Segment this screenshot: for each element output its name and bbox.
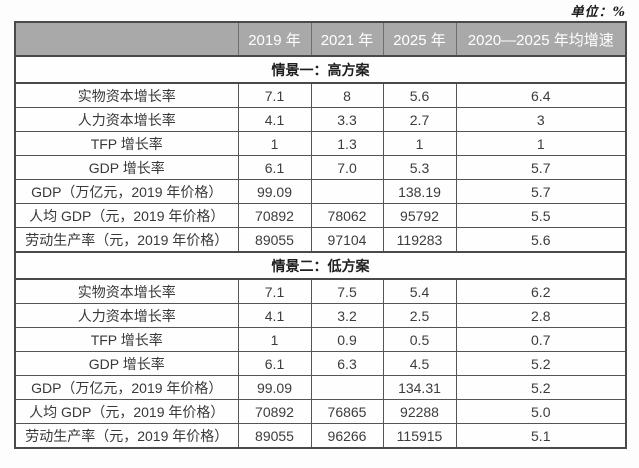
- scenario-comparison-table: 2019 年 2021 年 2025 年 2020—2025 年均增速 情景一：…: [14, 21, 627, 449]
- row-label: 人均 GDP（元，2019 年价格）: [14, 399, 239, 424]
- cell-avg: 5.7: [455, 155, 627, 180]
- row-label: GDP 增长率: [14, 155, 239, 180]
- cell-2025: 134.31: [382, 375, 457, 400]
- section-header-row-scenario1: 情景一：高方案: [14, 55, 627, 84]
- cell-2021: 97104: [310, 227, 384, 253]
- cell-avg: 5.7: [455, 179, 627, 204]
- cell-2025: 2.7: [382, 107, 457, 132]
- cell-avg: 5.2: [455, 351, 627, 376]
- cell-2025: 115915: [382, 423, 457, 449]
- row-label: 劳动生产率（元，2019 年价格）: [14, 423, 239, 449]
- cell-2021: 3.2: [310, 303, 384, 328]
- cell-2025: 95792: [382, 203, 457, 228]
- table-row: TFP 增长率 1 1.3 1 1: [14, 131, 627, 156]
- cell-2021: [310, 179, 384, 204]
- cell-2021: 1.3: [310, 131, 384, 156]
- cell-avg: 5.5: [455, 203, 627, 228]
- cell-2021: 7.5: [310, 278, 384, 304]
- cell-2019: 4.1: [237, 107, 312, 132]
- cell-2021: 6.3: [310, 351, 384, 376]
- cell-avg: 5.0: [455, 399, 627, 424]
- row-label: GDP 增长率: [14, 351, 239, 376]
- cell-2021: [310, 375, 384, 400]
- cell-2025: 119283: [382, 227, 457, 253]
- row-label: TFP 增长率: [14, 327, 239, 352]
- header-cell-2021: 2021 年: [310, 21, 384, 57]
- table-row: 劳动生产率（元，2019 年价格） 89055 96266 115915 5.1: [14, 423, 627, 449]
- unit-label: 单位：%: [570, 5, 626, 20]
- cell-avg: 5.2: [455, 375, 627, 400]
- cell-2025: 138.19: [382, 179, 457, 204]
- table-row: GDP（万亿元，2019 年价格） 99.09 134.31 5.2: [14, 375, 627, 400]
- row-label: 人力资本增长率: [14, 107, 239, 132]
- table-row: TFP 增长率 1 0.9 0.5 0.7: [14, 327, 627, 352]
- cell-2019: 89055: [237, 423, 312, 449]
- table-row: GDP（万亿元，2019 年价格） 99.09 138.19 5.7: [14, 179, 627, 204]
- section-header-row-scenario2: 情景二：低方案: [14, 251, 627, 280]
- cell-2019: 89055: [237, 227, 312, 253]
- cell-2019: 1: [237, 327, 312, 352]
- cell-2021: 76865: [310, 399, 384, 424]
- row-label: 实物资本增长率: [14, 278, 239, 304]
- section-title: 情景二：低方案: [14, 251, 627, 280]
- cell-2025: 5.4: [382, 278, 457, 304]
- cell-avg: 0.7: [455, 327, 627, 352]
- cell-2021: 3.3: [310, 107, 384, 132]
- table-row: 实物资本增长率 7.1 7.5 5.4 6.2: [14, 278, 627, 304]
- cell-2021: 8: [310, 82, 384, 108]
- cell-avg: 6.4: [455, 82, 627, 108]
- table-row: 人力资本增长率 4.1 3.3 2.7 3: [14, 107, 627, 132]
- cell-avg: 6.2: [455, 278, 627, 304]
- cell-2019: 7.1: [237, 82, 312, 108]
- cell-2019: 70892: [237, 399, 312, 424]
- cell-2021: 0.9: [310, 327, 384, 352]
- cell-2025: 5.6: [382, 82, 457, 108]
- cell-2025: 2.5: [382, 303, 457, 328]
- section-title: 情景一：高方案: [14, 55, 627, 84]
- cell-2025: 1: [382, 131, 457, 156]
- table-row: 人均 GDP（元，2019 年价格） 70892 78062 95792 5.5: [14, 203, 627, 228]
- cell-2021: 96266: [310, 423, 384, 449]
- row-label: GDP（万亿元，2019 年价格）: [14, 375, 239, 400]
- table-header-row: 2019 年 2021 年 2025 年 2020—2025 年均增速: [14, 21, 627, 57]
- cell-2019: 99.09: [237, 375, 312, 400]
- cell-2019: 6.1: [237, 351, 312, 376]
- row-label: GDP（万亿元，2019 年价格）: [14, 179, 239, 204]
- cell-2025: 4.5: [382, 351, 457, 376]
- cell-2019: 1: [237, 131, 312, 156]
- cell-avg: 1: [455, 131, 627, 156]
- table-row: 人均 GDP（元，2019 年价格） 70892 76865 92288 5.0: [14, 399, 627, 424]
- cell-2025: 92288: [382, 399, 457, 424]
- header-cell-2025: 2025 年: [382, 21, 457, 57]
- row-label: 人均 GDP（元，2019 年价格）: [14, 203, 239, 228]
- header-cell-2019: 2019 年: [237, 21, 312, 57]
- cell-avg: 5.6: [455, 227, 627, 253]
- row-label: 劳动生产率（元，2019 年价格）: [14, 227, 239, 253]
- cell-avg: 3: [455, 107, 627, 132]
- cell-2019: 6.1: [237, 155, 312, 180]
- table-row: 劳动生产率（元，2019 年价格） 89055 97104 119283 5.6: [14, 227, 627, 253]
- cell-2021: 78062: [310, 203, 384, 228]
- cell-2019: 70892: [237, 203, 312, 228]
- cell-2019: 4.1: [237, 303, 312, 328]
- header-cell-avg-growth: 2020—2025 年均增速: [455, 21, 627, 57]
- cell-avg: 5.1: [455, 423, 627, 449]
- row-label: 实物资本增长率: [14, 82, 239, 108]
- cell-avg: 2.8: [455, 303, 627, 328]
- cell-2025: 0.5: [382, 327, 457, 352]
- header-cell-indicator: [14, 21, 239, 57]
- table-row: 实物资本增长率 7.1 8 5.6 6.4: [14, 82, 627, 108]
- table-row: GDP 增长率 6.1 6.3 4.5 5.2: [14, 351, 627, 376]
- cell-2019: 7.1: [237, 278, 312, 304]
- cell-2019: 99.09: [237, 179, 312, 204]
- row-label: TFP 增长率: [14, 131, 239, 156]
- cell-2025: 5.3: [382, 155, 457, 180]
- table-row: 人力资本增长率 4.1 3.2 2.5 2.8: [14, 303, 627, 328]
- table-row: GDP 增长率 6.1 7.0 5.3 5.7: [14, 155, 627, 180]
- cell-2021: 7.0: [310, 155, 384, 180]
- row-label: 人力资本增长率: [14, 303, 239, 328]
